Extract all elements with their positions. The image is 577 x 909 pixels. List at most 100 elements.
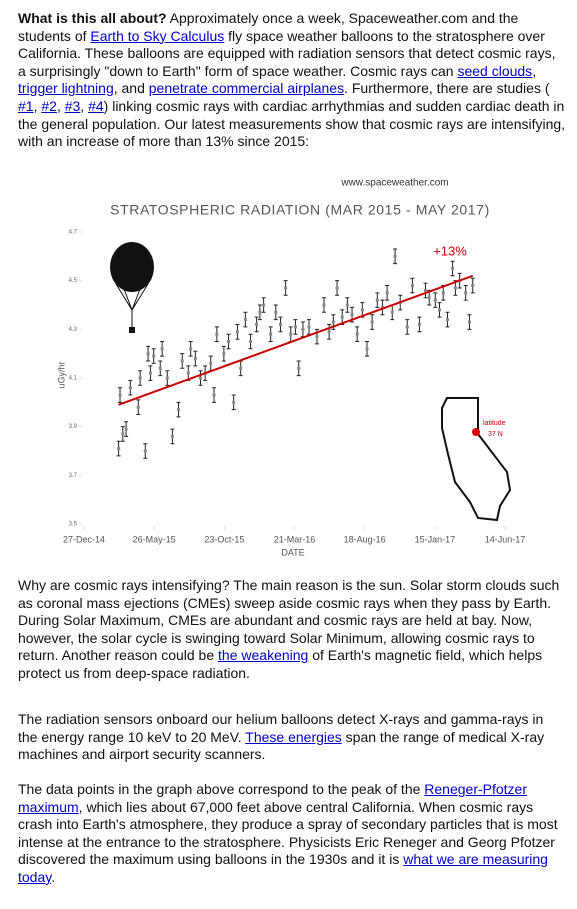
data-point [198, 376, 202, 380]
link[interactable]: #3 [64, 97, 81, 114]
text: ) linking cosmic rays with cardiac arrhy… [18, 97, 566, 150]
x-tick-label: 23-Oct-15 [204, 534, 244, 544]
data-point [258, 310, 262, 314]
data-point [385, 291, 389, 295]
text: The radiation sensors onboard our helium… [18, 711, 544, 745]
paragraph: The data points in the graph above corre… [18, 781, 566, 887]
data-point [278, 322, 282, 326]
data-point [335, 286, 339, 290]
data-point [355, 332, 359, 336]
text: , [56, 97, 65, 114]
link[interactable]: #1 [18, 97, 34, 114]
data-point [471, 284, 475, 288]
data-point [427, 296, 431, 300]
data-point [410, 284, 414, 288]
chart-title: STRATOSPHERIC RADIATION (MAR 2015 - MAY … [110, 202, 490, 218]
california-map [441, 397, 512, 522]
data-point [375, 298, 379, 302]
text: Why are cosmic rays intensifying? The ma… [18, 577, 560, 664]
data-point [293, 325, 297, 329]
data-point [315, 335, 319, 339]
data-point [274, 310, 278, 314]
link[interactable]: the weakening [218, 647, 309, 664]
link[interactable]: seed clouds [457, 62, 533, 79]
data-point [269, 332, 273, 336]
data-point [136, 405, 140, 409]
data-point [160, 347, 164, 351]
text: . Furthermore, there are studies ( [344, 80, 550, 97]
link[interactable]: what we are measuring today [18, 851, 548, 885]
text: , which lies about 67,000 feet above cen… [18, 798, 558, 868]
data-point [235, 330, 239, 334]
data-point [390, 310, 394, 314]
data-point [365, 347, 369, 351]
map-label: latitude [483, 420, 506, 427]
data-point [186, 371, 190, 375]
paragraph: The radiation sensors onboard our helium… [18, 711, 566, 764]
trend-line [118, 274, 474, 406]
data-point [289, 332, 293, 336]
data-point [464, 291, 468, 295]
link[interactable]: penetrate commercial airplanes [148, 80, 345, 97]
x-tick-label: 27-Dec-14 [63, 534, 105, 544]
paragraph: Why are cosmic rays intensifying? The ma… [18, 577, 566, 683]
y-tick-label: 4.1 [69, 376, 78, 382]
data-point [331, 320, 335, 324]
link[interactable]: These energies [245, 728, 342, 745]
link[interactable]: trigger lightning [18, 80, 114, 97]
data-point [360, 308, 364, 312]
text: , [80, 97, 89, 114]
y-tick-label: 3.5 [69, 522, 78, 528]
text: , and [113, 80, 149, 97]
bold-text: What is this all about? [18, 10, 167, 26]
data-point [158, 366, 162, 370]
data-point [441, 291, 445, 295]
data-point [143, 449, 147, 453]
data-point [405, 325, 409, 329]
link[interactable]: Reneger-Pfotzer maximum [18, 781, 527, 815]
data-point [121, 432, 125, 436]
link[interactable]: #2 [41, 97, 57, 114]
data-point [393, 254, 397, 258]
y-tick-label: 3.7 [69, 473, 78, 479]
y-tick-label: 4.5 [69, 278, 78, 284]
data-point [262, 303, 266, 307]
data-point [350, 313, 354, 317]
data-point [445, 318, 449, 322]
text: of Earth's magnetic field, which helps p… [18, 647, 543, 681]
data-point [146, 352, 150, 356]
data-point [118, 393, 122, 397]
data-point [232, 400, 236, 404]
link[interactable]: Earth to Sky Calculus [90, 27, 225, 44]
link[interactable]: #4 [88, 97, 104, 114]
data-point [417, 322, 421, 326]
data-point [128, 386, 132, 390]
y-tick-label: 3.9 [69, 424, 78, 430]
data-point [423, 288, 427, 292]
data-point [170, 434, 174, 438]
data-point [327, 330, 331, 334]
data-point [176, 408, 180, 412]
data-point [209, 361, 213, 365]
intro-paragraph: What is this all about? Approximately on… [18, 10, 566, 151]
data-point [380, 305, 384, 309]
data-point [193, 357, 197, 361]
data-point [180, 359, 184, 363]
text: , [532, 62, 537, 79]
data-point [165, 376, 169, 380]
data-point [117, 447, 121, 451]
balloon-icon [110, 242, 154, 333]
text: The data points in the graph above corre… [18, 781, 425, 797]
data-point [212, 393, 216, 397]
x-tick-label: 26-May-15 [133, 534, 176, 544]
watermark: www.spaceweather.com [340, 178, 448, 189]
x-tick-label: 14-Jun-17 [485, 534, 526, 544]
text: Approximately once a week, Spaceweather.… [18, 10, 519, 44]
data-point [215, 332, 219, 336]
data-point [124, 427, 128, 431]
data-point [148, 371, 152, 375]
text: span the range of medical X-ray machines… [18, 728, 545, 763]
data-point [138, 376, 142, 380]
data-point [243, 318, 247, 322]
